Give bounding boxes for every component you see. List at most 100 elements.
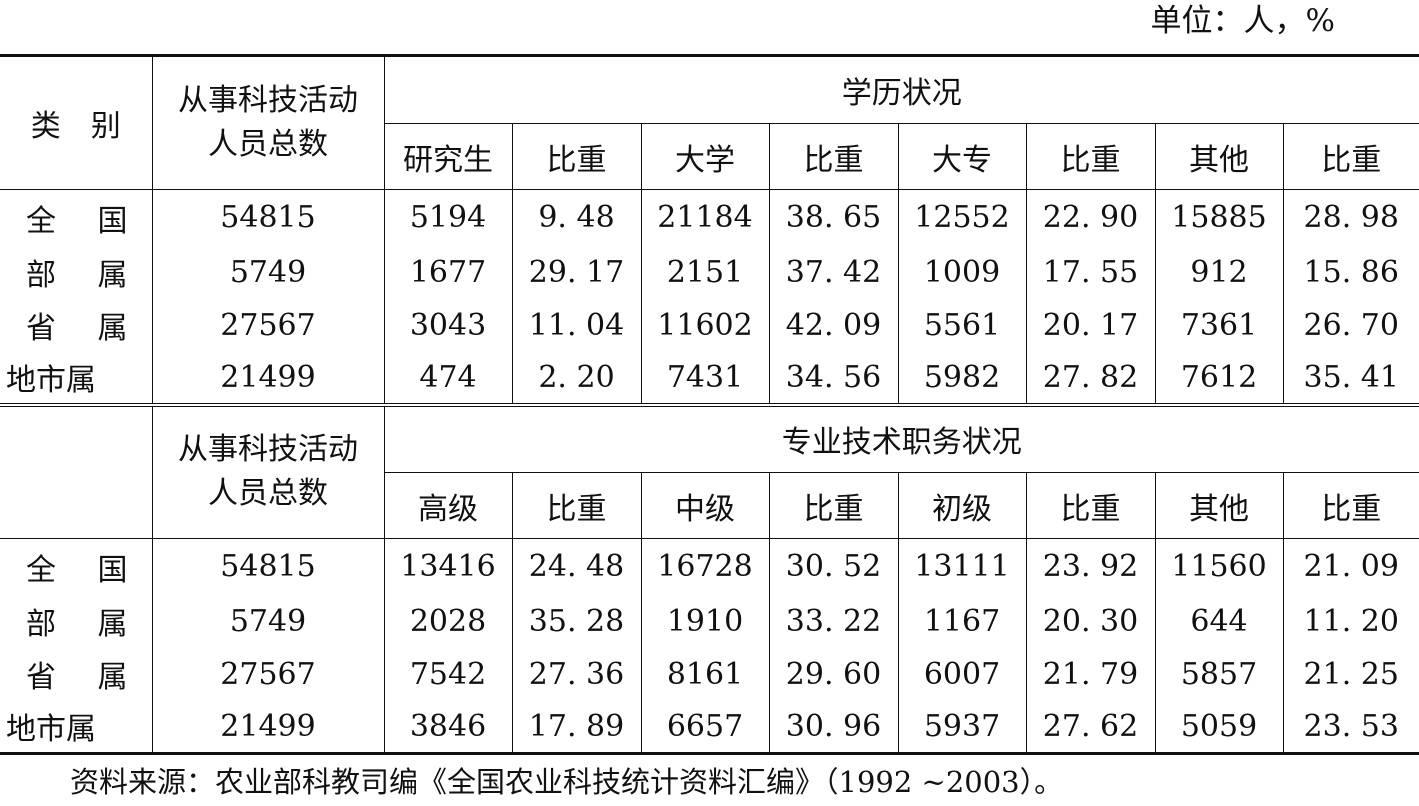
source-note: 资料来源：农业部科教司编《全国农业科技统计资料汇编》（1992 ~2003）。 bbox=[70, 765, 1064, 799]
total-header-line1: 从事科技活动 bbox=[178, 83, 358, 118]
table-cell: 29. 17 bbox=[512, 245, 642, 299]
table-cell: 54815 bbox=[152, 538, 385, 595]
title-cols-header-7: 比重 bbox=[1283, 472, 1419, 539]
table-cell: 5749 bbox=[152, 594, 385, 648]
statistics-table: 类 别 从事科技活动 人员总数 学历状况 研究生 比重 大学 比重 大专 比重 其他 比重 全… bbox=[0, 54, 1419, 755]
title-cols-header-0: 高级 bbox=[384, 472, 513, 539]
table-cell: 5937 bbox=[898, 700, 1027, 755]
title-header-row-2: 高级 比重 中级 比重 初级 比重 其他 比重 bbox=[0, 472, 1419, 539]
edu-cols-header-7: 比重 bbox=[1283, 123, 1419, 190]
table-cell: 8161 bbox=[641, 647, 770, 701]
table-cell: 21184 bbox=[641, 189, 770, 246]
table-cell: 644 bbox=[1155, 594, 1284, 648]
table-cell: 7542 bbox=[384, 647, 513, 701]
table-cell: 21499 bbox=[152, 351, 385, 407]
table-cell: 15. 86 bbox=[1303, 254, 1399, 290]
row-category-char: 属 bbox=[97, 607, 128, 642]
row-category: 全国 bbox=[0, 189, 153, 246]
table-cell: 15885 bbox=[1155, 189, 1284, 246]
table-cell: 17. 55 bbox=[1026, 245, 1156, 299]
category-header: 类 别 bbox=[0, 54, 153, 190]
edu-cols-header-4: 大专 bbox=[898, 123, 1027, 190]
table-cell: 7431 bbox=[641, 351, 770, 407]
table-cell: 35. 41 bbox=[1283, 351, 1419, 407]
row-category-char: 地市属 bbox=[6, 363, 96, 398]
table-cell: 5059 bbox=[1155, 700, 1284, 755]
table-cell: 23. 92 bbox=[1026, 538, 1156, 595]
table-cell: 20. 17 bbox=[1026, 298, 1156, 352]
table-cell: 5982 bbox=[898, 351, 1027, 407]
title-cols-header-1: 比重 bbox=[512, 472, 642, 539]
table-cell: 34. 56 bbox=[769, 351, 899, 407]
title-group-header: 专业技术职务状况 bbox=[384, 404, 1419, 473]
total-header: 从事科技活动 人员总数 bbox=[152, 54, 385, 190]
table-cell: 21. 09 bbox=[1303, 549, 1399, 585]
row-category: 地市属 bbox=[0, 700, 153, 755]
table-row: 地市属 21499 3846 17. 89 6657 30. 96 5937 27. 62 50… bbox=[0, 700, 1419, 755]
total-header-2: 从事科技活动 人员总数 bbox=[152, 404, 385, 539]
table-cell: 21. 25 bbox=[1303, 656, 1399, 692]
row-category: 地市属 bbox=[0, 351, 153, 407]
row-category-char: 省 bbox=[26, 660, 56, 695]
table-row: 全国 54815 5194 9. 48 21184 38. 65 12552 22. 90 15… bbox=[0, 189, 1419, 246]
edu-cols-header-0: 研究生 bbox=[384, 123, 513, 190]
table-cell: 1910 bbox=[641, 594, 770, 648]
table-cell: 26. 70 bbox=[1303, 307, 1399, 343]
row-category-char: 国 bbox=[97, 552, 128, 588]
row-category: 省属 bbox=[0, 298, 153, 352]
table-cell: 27567 bbox=[152, 647, 385, 701]
table-cell: 1677 bbox=[384, 245, 513, 299]
table-row: 全国 54815 13416 24. 48 16728 30. 52 13111 23. 92… bbox=[0, 538, 1419, 595]
table-cell: 37. 42 bbox=[769, 245, 899, 299]
row-category-char: 属 bbox=[97, 311, 128, 346]
table-row: 地市属 21499 474 2. 20 7431 34. 56 5982 27. 82 7612… bbox=[0, 351, 1419, 407]
table-cell: 1009 bbox=[898, 245, 1027, 299]
table-cell: 30. 52 bbox=[769, 538, 899, 595]
table-cell: 27. 82 bbox=[1026, 351, 1156, 407]
row-category-char: 属 bbox=[97, 258, 128, 293]
edu-group-header: 学历状况 bbox=[384, 54, 1419, 124]
table-cell: 23. 53 bbox=[1283, 700, 1419, 755]
total-header-2-line2: 人员总数 bbox=[208, 476, 328, 512]
table-cell: 7612 bbox=[1155, 351, 1284, 407]
table-cell: 3043 bbox=[384, 298, 513, 352]
row-category: 省属 bbox=[0, 647, 153, 701]
table-cell: 912 bbox=[1155, 245, 1284, 299]
table-cell: 2151 bbox=[641, 245, 770, 299]
title-cols-header-2: 中级 bbox=[641, 472, 770, 539]
table-cell: 2028 bbox=[384, 594, 513, 648]
title-cols-header-5: 比重 bbox=[1026, 472, 1156, 539]
table-cell: 7361 bbox=[1155, 298, 1284, 352]
table-cell: 27. 36 bbox=[512, 647, 642, 701]
title-cols-header-4: 初级 bbox=[898, 472, 1027, 539]
table-cell: 5194 bbox=[384, 189, 513, 246]
title-cols-header-3: 比重 bbox=[769, 472, 899, 539]
table-cell: 3846 bbox=[384, 700, 513, 755]
table-cell: 17. 89 bbox=[512, 700, 642, 755]
table-cell: 42. 09 bbox=[769, 298, 899, 352]
edu-body: 全国 54815 5194 9. 48 21184 38. 65 12552 22. 90 15… bbox=[0, 189, 1419, 407]
table-cell: 35. 28 bbox=[512, 594, 642, 648]
row-category-char: 国 bbox=[97, 203, 128, 239]
table-row: 部属 5749 2028 35. 28 1910 33. 22 1167 20. 30 644 1… bbox=[0, 594, 1419, 648]
row-category-char: 地市属 bbox=[6, 712, 96, 748]
table-cell: 11560 bbox=[1155, 538, 1284, 595]
table-cell: 6007 bbox=[898, 647, 1027, 701]
unit-label: 单位：人，% bbox=[1150, 3, 1335, 39]
table-cell: 20. 30 bbox=[1026, 594, 1156, 648]
table-cell: 12552 bbox=[898, 189, 1027, 246]
edu-cols-header-6: 其他 bbox=[1155, 123, 1284, 190]
table-cell: 27567 bbox=[152, 298, 385, 352]
table-cell: 11602 bbox=[641, 298, 770, 352]
row-category: 部属 bbox=[0, 594, 153, 648]
table-row: 部属 5749 1677 29. 17 2151 37. 42 1009 17. 55 912 1… bbox=[0, 245, 1419, 299]
edu-cols-header-3: 比重 bbox=[769, 123, 899, 190]
row-category-char: 属 bbox=[97, 660, 128, 695]
table-cell: 29. 60 bbox=[769, 647, 899, 701]
row-category-char: 省 bbox=[26, 311, 56, 346]
table-cell: 16728 bbox=[641, 538, 770, 595]
title-body: 全国 54815 13416 24. 48 16728 30. 52 13111 23. 92… bbox=[0, 538, 1419, 755]
table-cell: 5561 bbox=[898, 298, 1027, 352]
row-category-char: 全 bbox=[26, 203, 56, 239]
edu-cols-header-2: 大学 bbox=[641, 123, 770, 190]
